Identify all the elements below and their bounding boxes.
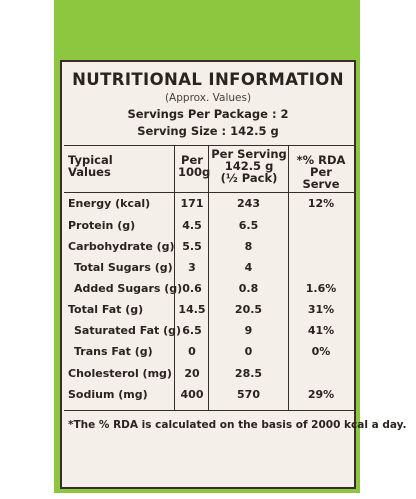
rda-footnote: *The % RDA is calculated on the basis of… bbox=[68, 419, 407, 431]
value-rda: 29% bbox=[307, 388, 335, 401]
value-per-100g: 14.5 bbox=[178, 303, 206, 316]
value-per-serving: 20.5 bbox=[234, 303, 263, 316]
value-per-serving: 0 bbox=[244, 345, 253, 358]
header-line: (½ Pack) bbox=[220, 171, 278, 185]
value-per-serving: 0.8 bbox=[238, 282, 259, 295]
table-top-rule bbox=[64, 145, 354, 146]
value-per-100g: 20 bbox=[184, 367, 200, 380]
nutrient-name: Protein (g) bbox=[68, 219, 136, 232]
value-per-serving: 9 bbox=[244, 324, 253, 337]
nutrient-name: Carbohydrate (g) bbox=[68, 240, 175, 253]
header-line: Per Serve bbox=[302, 165, 340, 191]
nutrient-name: Added Sugars (g) bbox=[74, 282, 183, 295]
header-rule bbox=[64, 192, 354, 193]
header-line: Typical bbox=[68, 153, 113, 167]
nutrient-name: Trans Fat (g) bbox=[74, 345, 153, 358]
value-rda: 31% bbox=[307, 303, 335, 316]
nutrient-name: Cholesterol (mg) bbox=[68, 367, 172, 380]
value-per-serving: 6.5 bbox=[238, 219, 259, 232]
value-rda: 0% bbox=[311, 345, 331, 358]
value-per-serving: 570 bbox=[237, 388, 260, 401]
serving-size: Serving Size : 142.5 g bbox=[137, 124, 279, 138]
value-per-serving: 243 bbox=[237, 197, 260, 210]
header-line: *% RDA bbox=[296, 153, 346, 167]
col-divider-3 bbox=[288, 145, 289, 410]
value-per-serving: 8 bbox=[244, 240, 253, 253]
header-per-serving: Per Serving 142.5 g (½ Pack) bbox=[210, 148, 288, 184]
col-divider-2 bbox=[208, 145, 209, 410]
header-per-100g: Per 100g bbox=[178, 153, 211, 179]
servings-per-package: Servings Per Package : 2 bbox=[127, 107, 289, 121]
nutrition-panel: NUTRITIONAL INFORMATION (Approx. Values)… bbox=[60, 60, 407, 489]
header-line: 100g bbox=[178, 165, 211, 179]
value-per-100g: 400 bbox=[180, 388, 204, 401]
value-per-100g: 6.5 bbox=[182, 324, 202, 337]
value-per-100g: 3 bbox=[188, 261, 196, 274]
nutrient-name: Sodium (mg) bbox=[68, 388, 148, 401]
nutrient-name: Total Fat (g) bbox=[68, 303, 144, 316]
col-divider-1 bbox=[174, 145, 175, 410]
header-line: 142.5 g bbox=[224, 159, 274, 173]
approx-values: (Approx. Values) bbox=[164, 92, 252, 104]
value-rda: 1.6% bbox=[305, 282, 337, 295]
nutrient-name: Total Sugars (g) bbox=[74, 261, 173, 274]
value-per-100g: 5.5 bbox=[182, 240, 202, 253]
value-rda: 12% bbox=[307, 197, 335, 210]
header-line: Per Serving bbox=[211, 147, 287, 161]
value-per-100g: 0.6 bbox=[182, 282, 202, 295]
nutrient-name: Saturated Fat (g) bbox=[74, 324, 182, 337]
header-typical-values: Typical Values bbox=[68, 154, 113, 178]
value-per-serving: 28.5 bbox=[234, 367, 263, 380]
value-per-100g: 4.5 bbox=[182, 219, 202, 232]
value-per-serving: 4 bbox=[244, 261, 253, 274]
value-rda: 41% bbox=[307, 324, 335, 337]
value-per-100g: 0 bbox=[188, 345, 196, 358]
header-line: Values bbox=[68, 165, 111, 179]
nutrient-name: Energy (kcal) bbox=[68, 197, 151, 210]
label-title: NUTRITIONAL INFORMATION bbox=[72, 70, 344, 89]
header-line: Per bbox=[181, 153, 203, 167]
header-rda: *% RDA Per Serve bbox=[290, 154, 352, 190]
value-per-100g: 171 bbox=[180, 197, 204, 210]
table-bottom-rule bbox=[64, 410, 354, 411]
